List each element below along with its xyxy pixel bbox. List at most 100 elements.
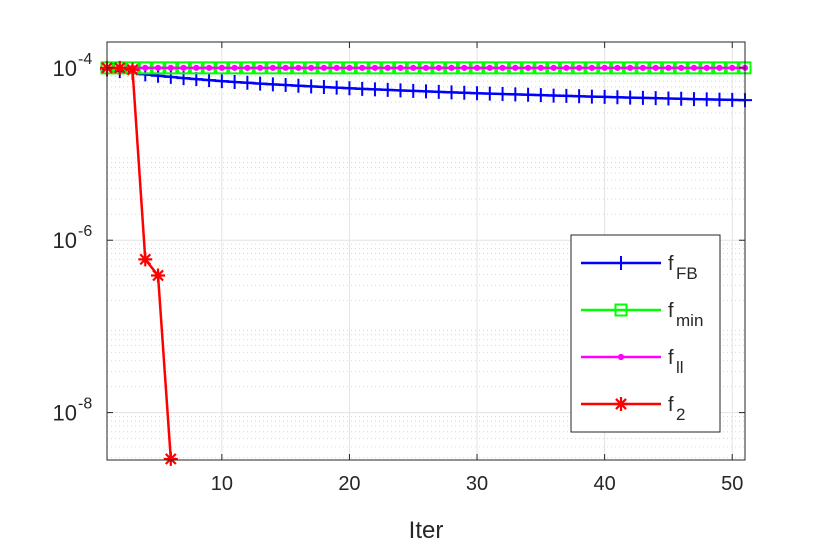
data-point-dot [652, 64, 659, 71]
data-point-dot [703, 64, 710, 71]
data-point-star [163, 451, 178, 466]
x-tick-label: 30 [466, 473, 488, 495]
data-point-plus [278, 78, 293, 93]
data-point-star [614, 397, 628, 411]
data-point-plus [648, 91, 663, 106]
data-point-plus [355, 81, 370, 96]
data-point-plus [393, 83, 408, 98]
data-point-dot [269, 64, 276, 71]
data-point-star [151, 268, 166, 283]
y-tick-label-exponent: -8 [78, 396, 92, 413]
data-point-dot [678, 64, 685, 71]
series-fFB [100, 62, 752, 108]
legend-box [570, 234, 721, 433]
data-point-star [125, 62, 140, 77]
data-point-plus [674, 91, 689, 106]
data-point-dot [716, 64, 723, 71]
data-point-plus [189, 72, 204, 87]
data-point-dot [435, 64, 442, 71]
legend-label-sub: FB [676, 264, 698, 283]
data-point-dot [257, 64, 264, 71]
data-point-plus [712, 92, 727, 107]
y-tick-label-base: 10 [53, 56, 77, 81]
data-point-dot [486, 64, 493, 71]
legend-label-sub: 2 [676, 405, 685, 424]
data-point-dot [244, 64, 251, 71]
legend-label-sub: ll [676, 358, 684, 377]
data-point-dot [627, 64, 634, 71]
data-point-plus [470, 86, 485, 101]
data-point-dot [473, 64, 481, 71]
data-point-plus [495, 87, 510, 102]
data-point-dot [167, 64, 174, 71]
data-point-dot [142, 64, 149, 71]
data-point-dot [180, 64, 187, 71]
data-point-dot [665, 64, 672, 71]
data-point-dot [231, 64, 238, 71]
data-point-plus [597, 89, 612, 104]
data-point-plus [227, 74, 242, 89]
data-point-square [614, 303, 628, 317]
data-point-plus [457, 85, 472, 100]
data-point-dot [448, 64, 455, 71]
data-point-dot [524, 64, 532, 71]
data-point-plus [572, 89, 587, 104]
data-point-dot [499, 64, 506, 71]
data-point-plus [686, 92, 701, 107]
data-point-dot [550, 64, 557, 71]
data-point-plus [329, 80, 344, 95]
data-point-plus [444, 85, 459, 100]
data-point-dot [537, 64, 544, 71]
data-point-dot [193, 64, 200, 71]
data-point-dot [282, 64, 289, 71]
data-point-plus [661, 91, 676, 106]
legend-label-base: f [668, 300, 674, 322]
x-tick-label: 20 [338, 473, 360, 495]
data-point-dot [588, 64, 595, 71]
data-point-star [112, 60, 127, 75]
y-tick-label-base: 10 [53, 228, 77, 253]
data-point-star [138, 252, 153, 267]
data-point-plus [431, 84, 446, 99]
x-tick-label: 40 [594, 473, 616, 495]
data-point-plus [304, 79, 319, 94]
y-tick-label-exponent: -6 [78, 223, 92, 240]
data-point-dot [639, 64, 647, 71]
data-point-plus [380, 82, 395, 97]
legend-label-sub: min [676, 311, 703, 330]
data-point-plus [342, 81, 357, 96]
data-point-dot [422, 64, 430, 71]
data-point-plus [482, 86, 497, 101]
data-point-dot [320, 64, 328, 71]
data-point-dot [308, 64, 315, 71]
data-point-dot [512, 64, 519, 71]
data-point-plus [202, 73, 217, 88]
data-point-plus [521, 87, 536, 102]
data-point-plus [584, 89, 599, 104]
data-point-dot [729, 64, 736, 71]
data-point-dot [218, 64, 225, 71]
axes-box [106, 41, 746, 461]
y-tick-label-exponent: -4 [78, 51, 92, 68]
data-point-dot [617, 353, 625, 361]
data-point-plus [367, 82, 382, 97]
x-tick-label: 50 [721, 473, 743, 495]
data-point-dot [576, 64, 583, 71]
data-point-dot [359, 64, 366, 71]
legend-item-fFB: f FB [581, 253, 698, 283]
data-point-plus [546, 88, 561, 103]
legend-item-fmin: f min [581, 300, 703, 330]
data-point-plus [316, 80, 331, 95]
data-point-plus [508, 87, 523, 102]
data-point-plus [291, 78, 306, 93]
legend-item-fll: f ll [581, 347, 684, 377]
data-point-plus [253, 76, 268, 91]
data-point-dot [563, 64, 570, 71]
series-fll [103, 64, 749, 71]
data-point-plus [533, 88, 548, 103]
data-point-dot [384, 64, 391, 71]
data-point-plus [559, 88, 574, 103]
